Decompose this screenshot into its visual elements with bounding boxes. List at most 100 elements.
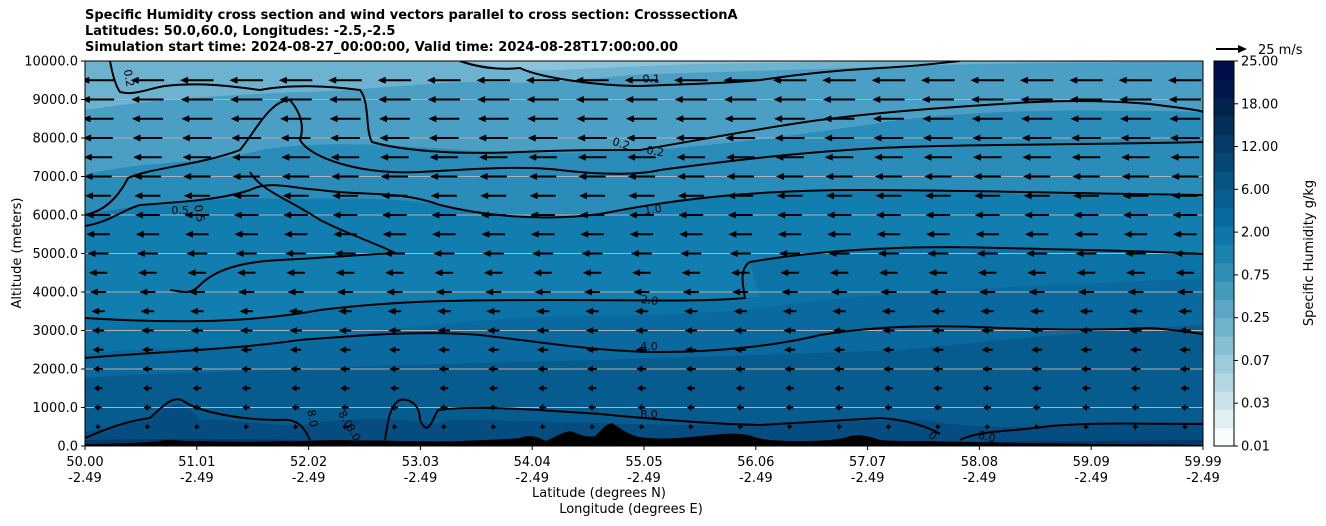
- band-8-to-12: [85, 404, 1203, 446]
- wind-vector: [775, 173, 804, 180]
- x-axis: 50.00-2.4951.01-2.4952.02-2.4953.03-2.49…: [66, 446, 1222, 486]
- wind-vector: [977, 269, 997, 277]
- wind-vector: [933, 384, 943, 392]
- wind-vector: [777, 211, 802, 219]
- wind-vector: [229, 76, 263, 84]
- wind-vector: [578, 192, 606, 200]
- quiver-key-arrowhead: [1238, 45, 1247, 53]
- wind-vector: [280, 134, 311, 142]
- wind-vector: [785, 404, 794, 411]
- contour-label: 8.0: [304, 409, 320, 428]
- wind-vector: [483, 269, 503, 277]
- colorbar-segment: [1214, 61, 1234, 80]
- wind-vector: [583, 288, 601, 296]
- quiver-key-label: 25 m/s: [1258, 43, 1303, 58]
- wind-vector: [91, 307, 105, 315]
- quiver-key: 25 m/s: [1216, 43, 1303, 58]
- contour-line-8.0-left: [85, 398, 311, 441]
- wind-vector: [1122, 192, 1149, 200]
- wind-vector: [136, 250, 158, 257]
- x-tick-label-lon: -2.49: [851, 471, 885, 486]
- contour-line-8.0-right: [959, 422, 1203, 441]
- contour-line-0.5: [85, 98, 1203, 216]
- wind-vector: [822, 96, 856, 103]
- wind-vector: [824, 153, 854, 161]
- wind-vector: [822, 76, 856, 84]
- wind-vector: [1129, 346, 1141, 354]
- wind-vector: [732, 288, 749, 296]
- wind-vector: [336, 288, 354, 296]
- y-tick-label: 10000.0: [24, 55, 78, 70]
- wind-vector: [627, 173, 656, 180]
- colorbar-segment: [1214, 391, 1234, 410]
- wind-vector: [575, 96, 609, 103]
- wind-vector: [922, 115, 954, 123]
- wind-vector: [780, 269, 799, 277]
- wind-vector: [637, 404, 646, 411]
- band-below-01: [460, 61, 900, 71]
- wind-vector: [380, 153, 409, 161]
- wind-vector: [1024, 211, 1049, 219]
- wind-vector: [239, 307, 254, 315]
- contour-line-2.0: [85, 246, 1203, 323]
- wind-vector: [921, 96, 954, 103]
- wind-vector: [535, 307, 550, 315]
- x-tick-label-lat: 53.03: [402, 455, 439, 470]
- wind-vector: [430, 192, 457, 200]
- x-tick-label-lon: -2.49: [292, 471, 326, 486]
- wind-vector: [182, 153, 212, 161]
- wind-vector: [871, 76, 906, 84]
- wind-vector: [1123, 211, 1148, 219]
- wind-vector: [872, 96, 905, 103]
- wind-vector: [776, 192, 803, 200]
- wind-vector: [87, 250, 109, 257]
- wind-vector: [884, 404, 893, 411]
- wind-vector: [1130, 365, 1141, 373]
- wind-vector: [879, 269, 898, 277]
- wind-vector: [674, 96, 707, 103]
- wind-vector: [288, 307, 303, 315]
- wind-vector: [139, 288, 156, 296]
- wind-vector: [725, 134, 756, 142]
- wind-vector: [826, 211, 852, 219]
- wind-vector: [1171, 173, 1199, 180]
- wind-vector: [836, 423, 842, 431]
- wind-vector: [193, 404, 201, 411]
- wind-vector: [680, 250, 702, 257]
- wind-vector: [339, 346, 351, 354]
- wind-vector: [726, 173, 754, 180]
- wind-vector: [480, 211, 506, 219]
- wind-vector: [1069, 76, 1103, 84]
- contour-label: 0.2: [121, 68, 137, 87]
- wind-vector: [737, 423, 743, 431]
- wind-vector: [1131, 384, 1140, 392]
- wind-vector: [487, 346, 499, 354]
- wind-vector: [92, 346, 104, 354]
- wind-vector: [181, 134, 212, 142]
- wind-vector: [243, 423, 249, 431]
- colorbar-tick-label: 0.03: [1241, 397, 1270, 412]
- wind-vector: [629, 211, 654, 219]
- colorbar-tick-label: 0.07: [1241, 354, 1270, 369]
- wind-vector: [733, 307, 748, 315]
- wind-vector: [132, 134, 163, 142]
- wind-vector: [427, 76, 461, 84]
- x-tick-label-lat: 59.99: [1184, 455, 1221, 470]
- wind-vector: [577, 134, 607, 142]
- contour-line-0.5-inner: [169, 171, 399, 293]
- wind-vector: [832, 327, 846, 334]
- colorbar-segment: [1214, 189, 1234, 209]
- wind-vector: [578, 173, 606, 180]
- x-tick-label-lon: -2.49: [627, 471, 661, 486]
- wind-vector: [540, 423, 546, 431]
- x-tick-label-lon: -2.49: [515, 471, 549, 486]
- wind-vector: [774, 115, 806, 123]
- contour-label: 4.0: [640, 340, 658, 353]
- wind-vector: [782, 307, 797, 315]
- wind-vector: [925, 211, 951, 219]
- wind-vector: [477, 96, 510, 103]
- wind-vector: [528, 153, 557, 161]
- wind-vector: [874, 153, 903, 161]
- wind-vector: [674, 76, 708, 84]
- wind-vector: [131, 115, 163, 123]
